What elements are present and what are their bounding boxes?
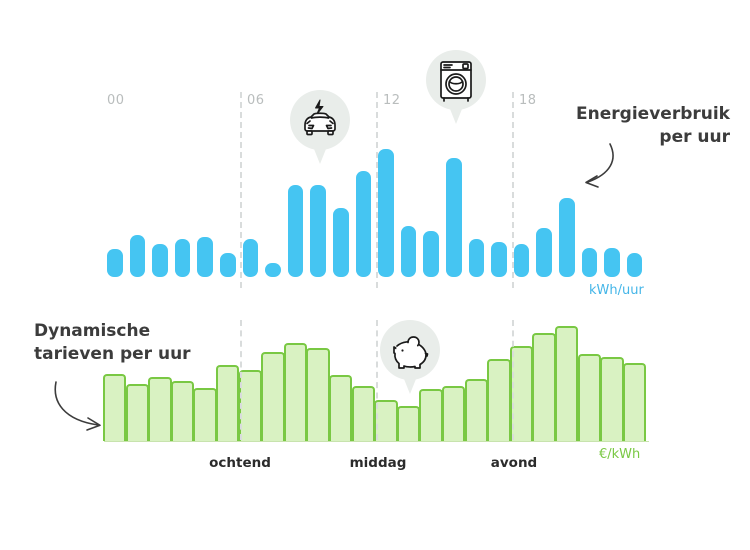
- gridline-hour-12-top: [376, 92, 378, 288]
- washing-machine-icon: [440, 61, 472, 102]
- tariff-baseline: [104, 441, 649, 442]
- usage-bar: [446, 157, 462, 277]
- usage-bar: [536, 228, 552, 277]
- usage-bar: [513, 243, 530, 277]
- hour-tick-18: 18: [519, 93, 537, 108]
- tariff-bar: [577, 353, 601, 441]
- annotation-energy-usage-line1: Energieverbruik: [576, 104, 730, 124]
- gridline-hour-18-bottom: [512, 320, 514, 440]
- period-label-avond: avond: [490, 455, 538, 471]
- usage-bar: [400, 225, 417, 277]
- tariff-bar: [622, 363, 647, 441]
- tariff-bar: [374, 400, 398, 441]
- annotation-dynamic-tariffs-line2: tarieven per uur: [34, 343, 191, 364]
- gridline-hour-12-bottom: [376, 320, 378, 440]
- unit-label-euro-per-kwh: €/kWh: [599, 447, 641, 462]
- usage-bar: [559, 197, 575, 277]
- unit-label-kwh-per-hour: kWh/uur: [589, 283, 644, 298]
- hour-tick-12: 12: [383, 93, 401, 108]
- usage-bar: [626, 252, 643, 277]
- tariff-bar: [261, 352, 285, 441]
- electric-car-icon: [304, 99, 336, 136]
- tariff-bar: [329, 375, 353, 441]
- tariff-bar: [148, 377, 172, 441]
- hour-tick-06: 06: [247, 93, 265, 108]
- usage-bar: [220, 252, 236, 277]
- usage-bar: [355, 170, 372, 277]
- tariff-bar: [419, 389, 443, 441]
- tariff-bar: [125, 383, 149, 441]
- annotation-energy-usage: Energieverbruik per uur: [540, 103, 730, 149]
- usage-bar: [423, 230, 439, 277]
- usage-bar: [468, 238, 485, 277]
- tariff-bar: [487, 358, 511, 441]
- usage-bar: [152, 243, 168, 277]
- tariff-bar: [600, 356, 624, 441]
- tariff-bar: [464, 379, 488, 441]
- annotation-dynamic-tariffs-line1: Dynamische: [34, 321, 151, 341]
- tariff-bar: [170, 380, 195, 441]
- tariff-bar: [306, 348, 330, 441]
- gridline-hour-06-top: [240, 92, 242, 288]
- usage-bar: [333, 207, 349, 277]
- pin-piggy-bank[interactable]: [378, 318, 442, 396]
- usage-bar: [378, 149, 394, 277]
- usage-bar: [604, 247, 620, 277]
- tariff-bar: [238, 369, 262, 441]
- annotation-dynamic-tariffs: Dynamische tarieven per uur: [34, 320, 264, 366]
- usage-bar: [581, 247, 598, 277]
- tariff-bar: [509, 346, 534, 441]
- tariff-bar: [103, 374, 127, 441]
- usage-bar: [107, 248, 123, 277]
- usage-bar: [174, 238, 191, 277]
- gridline-hour-18-top: [512, 92, 514, 288]
- pin-washing-machine[interactable]: [424, 48, 488, 126]
- piggy-bank-icon: [393, 336, 429, 369]
- energy-usage-bar-chart: [107, 149, 643, 277]
- usage-bar: [129, 234, 146, 277]
- tariff-bar: [555, 326, 579, 441]
- usage-bar: [197, 237, 213, 277]
- period-label-ochtend: ochtend: [209, 455, 271, 471]
- hour-tick-00: 00: [107, 93, 125, 108]
- annotation-arrow-top: [585, 143, 614, 188]
- gridline-hour-06-bottom: [240, 320, 242, 440]
- tariff-bar: [351, 385, 375, 441]
- tariff-bar: [283, 342, 308, 441]
- tariff-bar: [193, 388, 217, 441]
- annotation-energy-usage-line2: per uur: [659, 126, 730, 147]
- usage-bar: [491, 242, 507, 277]
- tariff-bar: [396, 405, 421, 441]
- usage-bar: [287, 184, 304, 277]
- tariff-bar: [442, 386, 466, 441]
- period-label-middag: middag: [349, 455, 407, 471]
- usage-bar: [265, 263, 281, 277]
- usage-bar: [310, 184, 326, 277]
- tariff-bar: [532, 333, 556, 441]
- tariff-bar: [216, 365, 240, 441]
- pin-electric-car[interactable]: [288, 88, 352, 166]
- usage-bar: [242, 238, 259, 277]
- annotation-arrow-bottom: [54, 381, 101, 431]
